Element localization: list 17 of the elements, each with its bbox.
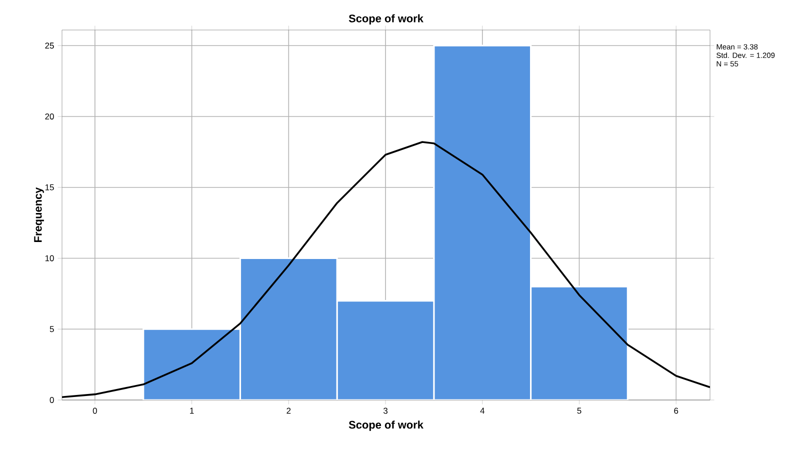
y-axis-title: Frequency <box>34 187 44 242</box>
line-series <box>62 141 710 398</box>
x-tick-label: 3 <box>383 408 388 414</box>
y-tick-label: 15 <box>45 184 54 190</box>
x-tick-label: 5 <box>577 408 582 414</box>
x-axis-title: Scope of work <box>348 420 424 431</box>
y-tick-label: 5 <box>50 326 54 332</box>
x-tick-label: 2 <box>286 408 291 414</box>
y-tick-label: 20 <box>45 113 54 120</box>
x-tick-label: 6 <box>674 408 678 414</box>
x-tick-label: 1 <box>190 408 194 414</box>
chart-title: Scope of work <box>348 14 424 24</box>
y-tick-label: 25 <box>45 42 54 49</box>
y-tick-label: 0 <box>50 397 54 403</box>
y-tick-label: 10 <box>45 255 54 262</box>
x-tick-label: 4 <box>480 408 484 414</box>
x-tick-label: 0 <box>92 408 97 414</box>
